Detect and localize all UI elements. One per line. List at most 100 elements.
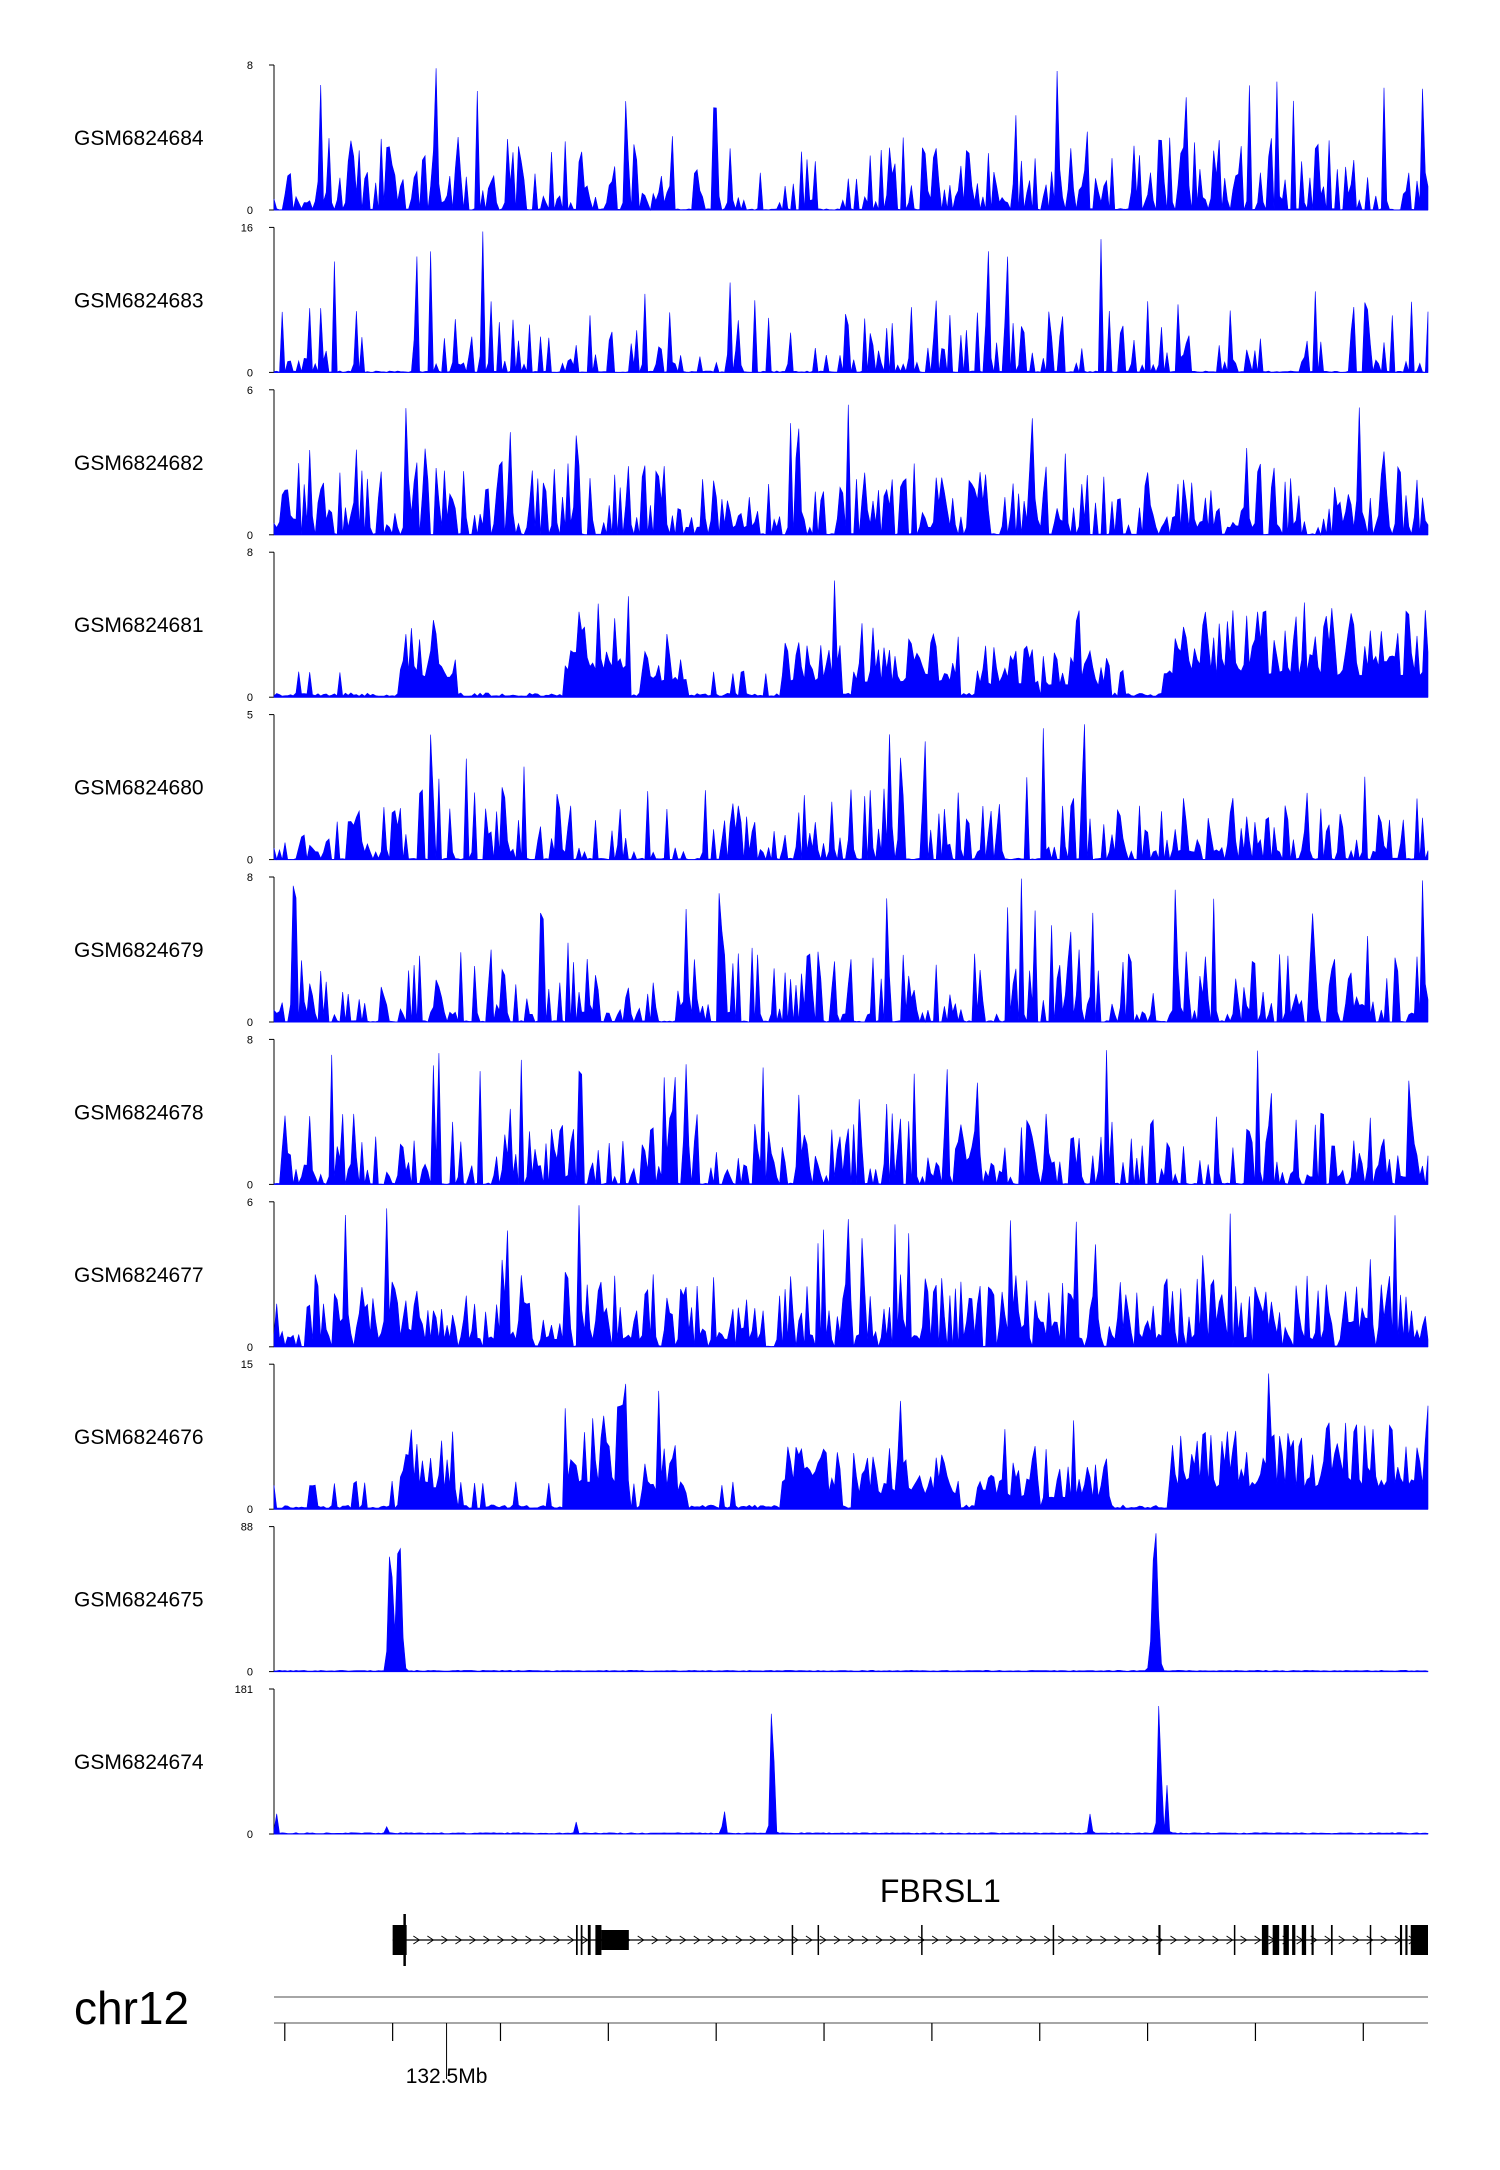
signal-area <box>273 1705 1429 1835</box>
track-GSM6824675: GSM6824675 88 0 <box>74 1522 1429 1679</box>
track-name-GSM6824681: GSM6824681 <box>74 614 204 637</box>
y-tick-label-max: 8 <box>247 60 253 72</box>
track-GSM6824682: GSM6824682 6 0 <box>74 385 1429 542</box>
strand-arrow <box>1100 1935 1108 1945</box>
exon <box>575 1925 578 1955</box>
exon <box>1233 1925 1236 1955</box>
strand-arrow <box>1338 1935 1346 1945</box>
exon <box>791 1925 794 1955</box>
strand-arrow <box>791 1935 799 1945</box>
strand-arrow <box>1240 1935 1248 1945</box>
strand-arrow <box>679 1935 687 1945</box>
exon <box>1052 1925 1055 1955</box>
strand-arrow <box>1324 1935 1332 1945</box>
exon <box>1301 1925 1307 1955</box>
strand-arrow <box>1184 1935 1192 1945</box>
signal-area <box>273 68 1429 212</box>
strand-arrow <box>567 1935 575 1945</box>
exon <box>1311 1925 1314 1955</box>
y-tick-label-zero: 0 <box>247 855 253 867</box>
strand-arrow <box>1128 1935 1136 1945</box>
y-tick-label-max: 181 <box>235 1684 253 1696</box>
strand-arrow <box>707 1935 715 1945</box>
strand-arrow <box>581 1935 589 1945</box>
y-tick-label-max: 15 <box>241 1359 253 1371</box>
track-name-GSM6824683: GSM6824683 <box>74 289 204 312</box>
signal-area <box>273 724 1429 861</box>
signal-area <box>273 1373 1429 1510</box>
signal-area <box>273 878 1429 1023</box>
track-name-GSM6824675: GSM6824675 <box>74 1589 204 1612</box>
y-tick-label-zero: 0 <box>247 1667 253 1679</box>
exon <box>1283 1925 1289 1955</box>
strand-arrow <box>735 1935 743 1945</box>
strand-arrow <box>1044 1935 1052 1945</box>
exon <box>1405 1925 1408 1955</box>
strand-arrow <box>497 1935 505 1945</box>
strand-arrow <box>427 1935 435 1945</box>
strand-arrow <box>931 1935 940 1945</box>
exon <box>1399 1925 1403 1955</box>
strand-arrow <box>959 1935 968 1945</box>
exon <box>1369 1925 1372 1955</box>
exon <box>1261 1925 1269 1955</box>
exon <box>392 1925 407 1955</box>
strand-arrow <box>847 1935 855 1945</box>
strand-arrow <box>875 1935 883 1945</box>
track-GSM6824681: GSM6824681 8 0 <box>74 547 1429 704</box>
track-GSM6824679: GSM6824679 8 0 <box>74 872 1429 1029</box>
strand-arrow <box>525 1935 533 1945</box>
strand-arrow <box>553 1935 561 1945</box>
strand-arrow <box>973 1935 982 1945</box>
y-tick-label-zero: 0 <box>247 1179 253 1191</box>
exon <box>921 1925 923 1955</box>
strand-arrow <box>1226 1935 1234 1945</box>
strand-arrow <box>1212 1935 1220 1945</box>
y-tick-label-max: 8 <box>247 872 253 884</box>
strand-arrow <box>945 1935 954 1945</box>
strand-arrow <box>1001 1935 1010 1945</box>
strand-arrow <box>483 1935 491 1945</box>
strand-arrow <box>749 1935 757 1945</box>
y-tick-label-zero: 0 <box>247 1342 253 1354</box>
x-axis: 132.5Mb <box>284 2023 1364 2088</box>
strand-arrow <box>441 1935 449 1945</box>
exon <box>817 1925 820 1955</box>
y-tick-label-zero: 0 <box>247 367 253 379</box>
track-GSM6824678: GSM6824678 8 0 <box>74 1034 1429 1191</box>
strand-arrow <box>777 1935 785 1945</box>
strand-arrow <box>651 1935 659 1945</box>
y-tick-label-max: 6 <box>247 1197 253 1209</box>
strand-arrow <box>539 1935 547 1945</box>
strand-arrow <box>1198 1935 1206 1945</box>
strand-arrow <box>511 1935 519 1945</box>
exon <box>580 1925 583 1955</box>
strand-arrow <box>917 1935 926 1945</box>
strand-arrow <box>1086 1935 1094 1945</box>
x-tick-label: 132.5Mb <box>406 2065 488 2088</box>
track-GSM6824680: GSM6824680 5 0 <box>74 710 1429 867</box>
strand-arrow <box>1352 1935 1360 1945</box>
signal-area <box>273 1533 1429 1672</box>
signal-tracks: GSM682468480GSM6824683160GSM682468260GSM… <box>74 60 1429 1841</box>
exon <box>1158 1925 1161 1955</box>
gene-track: FBRSL1 <box>392 1873 1428 1966</box>
exon <box>601 1930 629 1950</box>
exon <box>1410 1925 1428 1955</box>
strand-arrow <box>903 1935 911 1945</box>
track-name-GSM6824676: GSM6824676 <box>74 1426 204 1449</box>
strand-arrow <box>1142 1935 1150 1945</box>
chromosome-label: chr12 <box>74 1982 189 2034</box>
track-name-GSM6824679: GSM6824679 <box>74 939 204 962</box>
strand-arrow <box>1029 1935 1038 1945</box>
strand-arrow <box>1170 1935 1178 1945</box>
y-tick-label-zero: 0 <box>247 692 253 704</box>
strand-arrow <box>1058 1935 1066 1945</box>
strand-arrow <box>833 1935 841 1945</box>
track-name-GSM6824674: GSM6824674 <box>74 1751 204 1774</box>
track-name-GSM6824677: GSM6824677 <box>74 1264 204 1287</box>
strand-arrow <box>1015 1935 1024 1945</box>
exon <box>595 1925 602 1955</box>
signal-area <box>273 580 1429 698</box>
